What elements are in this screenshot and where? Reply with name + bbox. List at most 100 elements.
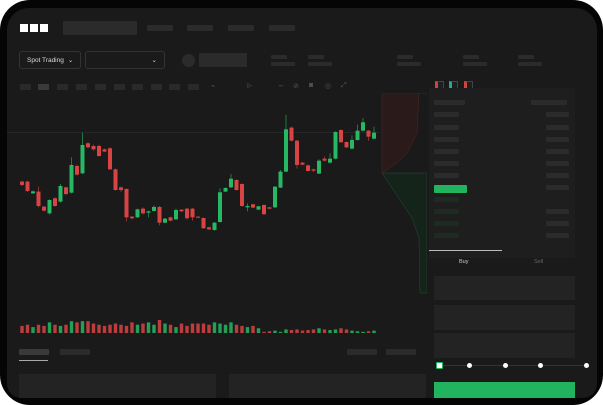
candle-body bbox=[53, 198, 57, 206]
orderbook-row[interactable] bbox=[434, 161, 459, 166]
coin-icon bbox=[182, 54, 195, 67]
timeframe-button[interactable] bbox=[20, 84, 31, 90]
buy-button[interactable] bbox=[434, 382, 575, 398]
slider-handle[interactable] bbox=[436, 362, 443, 369]
volume-bar bbox=[300, 330, 305, 333]
slider-step[interactable] bbox=[584, 363, 589, 368]
volume-bar bbox=[80, 321, 85, 333]
indicator-icon[interactable]: ⌁ bbox=[211, 83, 216, 90]
volume-bar bbox=[333, 329, 338, 333]
stat-value bbox=[308, 62, 332, 66]
candle-body bbox=[350, 140, 354, 149]
candle-body bbox=[168, 217, 173, 221]
leverage-slider[interactable] bbox=[439, 365, 587, 366]
timeframe-button[interactable] bbox=[114, 84, 125, 90]
candlestick-chart[interactable] bbox=[7, 93, 427, 333]
orderbook-row[interactable] bbox=[434, 197, 459, 202]
tab-buy[interactable]: Buy bbox=[459, 259, 469, 265]
market-type-select[interactable]: Spot Trading ⌄ bbox=[19, 51, 82, 69]
filter-button[interactable] bbox=[347, 349, 377, 355]
volume-bar bbox=[306, 330, 310, 333]
nav-item[interactable] bbox=[187, 25, 213, 31]
orderbook-row[interactable] bbox=[434, 209, 459, 214]
depth-bids bbox=[381, 172, 427, 294]
candle-body bbox=[284, 129, 288, 172]
volume-bar bbox=[47, 322, 52, 333]
stat-label bbox=[463, 55, 479, 59]
timeframe-button[interactable] bbox=[188, 84, 199, 90]
last-price[interactable] bbox=[434, 185, 467, 193]
depth-asks bbox=[381, 93, 427, 174]
timeframe-button[interactable] bbox=[132, 84, 143, 90]
orderbook-row[interactable] bbox=[434, 149, 459, 154]
timeframe-button[interactable] bbox=[76, 84, 87, 90]
tab-history[interactable] bbox=[60, 349, 90, 355]
timeframe-button[interactable] bbox=[57, 84, 68, 90]
volume-bar bbox=[69, 321, 74, 333]
volume-bar bbox=[278, 331, 283, 333]
orders-card bbox=[229, 374, 426, 398]
orderbook-row[interactable] bbox=[434, 221, 459, 226]
orderbook-size bbox=[546, 125, 569, 130]
candle-body bbox=[278, 171, 283, 188]
filter-button[interactable] bbox=[386, 349, 416, 355]
fullscreen-icon[interactable]: ⤢ bbox=[341, 82, 347, 89]
timeframe-button[interactable] bbox=[95, 84, 106, 90]
tab-open-orders[interactable] bbox=[19, 349, 49, 355]
volume-bar bbox=[64, 324, 68, 333]
tab-sell[interactable]: Sell bbox=[534, 259, 544, 265]
nav-item[interactable] bbox=[228, 25, 254, 31]
candle-body bbox=[201, 218, 206, 229]
nav-item[interactable] bbox=[147, 25, 173, 31]
candle-body bbox=[163, 218, 167, 223]
volume-bar bbox=[135, 324, 140, 333]
volume-bar bbox=[196, 323, 200, 333]
timeframe-button[interactable] bbox=[151, 84, 162, 90]
volume-bar bbox=[102, 325, 107, 333]
timeframe-button[interactable] bbox=[169, 84, 180, 90]
orderbook-row[interactable] bbox=[434, 173, 459, 178]
volume-bar bbox=[53, 324, 57, 333]
orderbook-row[interactable] bbox=[434, 137, 459, 142]
stat-label bbox=[308, 55, 324, 59]
volume-bar bbox=[245, 327, 250, 333]
candle-body bbox=[339, 130, 343, 143]
timeframe-button[interactable] bbox=[38, 84, 49, 90]
orderbook-size bbox=[546, 137, 569, 142]
volume-bar bbox=[317, 328, 321, 333]
total-input[interactable] bbox=[434, 333, 575, 358]
volume-bar bbox=[223, 324, 228, 333]
stat-value bbox=[397, 62, 421, 66]
slider-step[interactable] bbox=[538, 363, 543, 368]
candle-body bbox=[355, 130, 360, 140]
orderbook-size bbox=[546, 149, 569, 154]
pair-select[interactable]: ⌄ bbox=[85, 51, 165, 69]
slider-step[interactable] bbox=[503, 363, 508, 368]
orderbook-row[interactable] bbox=[434, 100, 465, 105]
volume-bar bbox=[267, 331, 272, 333]
camera-icon[interactable]: ◙ bbox=[309, 82, 314, 89]
amount-input[interactable] bbox=[434, 305, 575, 330]
chart-type-icon[interactable]: ⊩ bbox=[247, 83, 254, 90]
slider-step[interactable] bbox=[467, 363, 472, 368]
volume-bar bbox=[251, 325, 255, 333]
price-input[interactable] bbox=[434, 276, 575, 300]
orderbook-row[interactable] bbox=[434, 125, 459, 130]
settings-icon[interactable]: ◎ bbox=[325, 83, 332, 90]
candle-body bbox=[102, 149, 107, 152]
volume-bar bbox=[36, 324, 41, 333]
candle-body bbox=[80, 144, 85, 174]
candle-body bbox=[344, 142, 349, 148]
volume-bar bbox=[190, 323, 195, 333]
line-icon[interactable]: ∼ bbox=[278, 83, 284, 90]
candle-body bbox=[251, 204, 255, 208]
candle-body bbox=[267, 207, 272, 209]
search-placeholder[interactable] bbox=[63, 21, 137, 35]
candle-body bbox=[361, 122, 365, 131]
orderbook-row[interactable] bbox=[434, 233, 459, 238]
nav-item[interactable] bbox=[269, 25, 295, 31]
candle-body bbox=[207, 227, 211, 230]
orderbook-row[interactable] bbox=[434, 112, 459, 117]
volume-bar bbox=[289, 330, 294, 333]
draw-icon[interactable]: ⊘ bbox=[293, 83, 299, 90]
